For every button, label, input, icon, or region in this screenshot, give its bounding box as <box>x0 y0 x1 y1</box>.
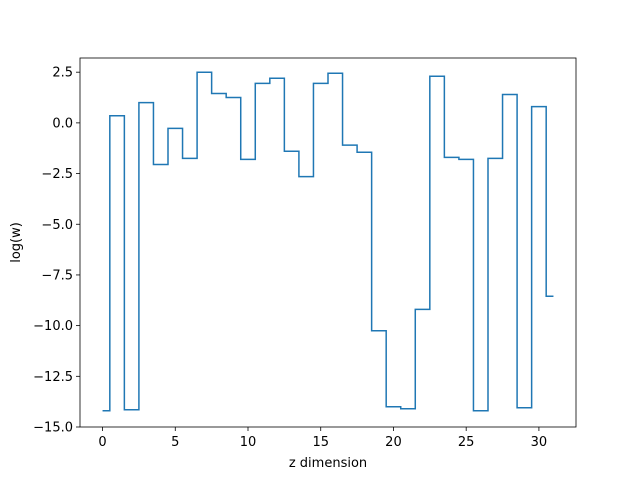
y-tick-label: −5.0 <box>41 218 73 233</box>
x-tick-label: 30 <box>531 435 548 450</box>
y-tick-label: −10.0 <box>33 319 73 334</box>
x-tick-label: 25 <box>458 435 475 450</box>
y-tick-label: −15.0 <box>33 421 73 436</box>
x-tick-label: 5 <box>171 435 179 450</box>
x-axis-label: z dimension <box>289 456 367 471</box>
y-tick-label: −7.5 <box>41 268 73 283</box>
plot-area <box>102 71 554 412</box>
ticks: 0 5 10 15 20 25 30 2.5 0.0 −2.5 −5.0 −7.5 −10.0 −12.5… <box>33 66 547 450</box>
y-tick-label: 0.0 <box>52 116 73 131</box>
y-tick-label: −2.5 <box>41 167 73 182</box>
series-line-0 <box>102 71 554 412</box>
y-axis-label: log(w) <box>9 222 24 263</box>
x-tick-label: 20 <box>385 435 402 450</box>
x-tick-label: 15 <box>312 435 329 450</box>
x-tick-label: 0 <box>98 435 106 450</box>
x-tick-label: 10 <box>240 435 257 450</box>
y-tick-label: 2.5 <box>52 66 73 81</box>
y-tick-label: −12.5 <box>33 370 73 385</box>
axes-frame <box>79 57 577 428</box>
